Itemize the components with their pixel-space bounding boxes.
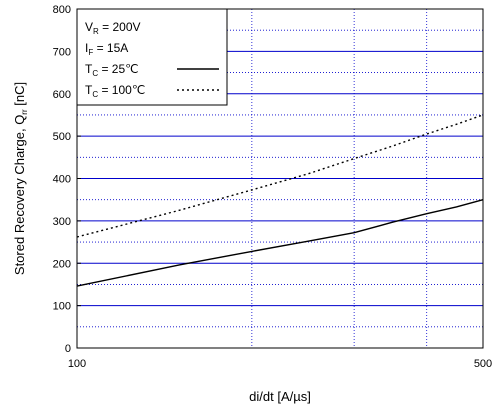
y-tick-label: 400 [53,174,71,186]
y-tick-label: 700 [53,46,71,58]
ticks-layer: 0 100 200 300 400 500 600 700 800 100 500 [53,4,493,370]
legend-entry: IF = 15A [85,41,128,57]
legend-entry-main: V [85,20,93,34]
y-tick-label: 0 [65,343,71,355]
legend-entry-main: T [85,62,93,76]
legend-entry-rest: = 100℃ [98,83,145,97]
y-axis-label-main: Stored Recovery Charge, Q [12,115,27,275]
legend-entry-sub: C [92,90,98,99]
y-tick-label: 300 [53,216,71,228]
legend-entry: TC = 25℃ [85,62,139,78]
x-axis-label: di/dt [A/µs] [249,389,311,404]
legend-entry-main: I [85,41,88,55]
x-tick-label: 500 [474,358,492,370]
legend-entry-main: T [85,83,93,97]
y-tick-label: 200 [53,258,71,270]
series-line [76,199,484,287]
series-layer [76,114,484,287]
x-tick-label: 100 [68,358,86,370]
legend-entry: TC = 100℃ [85,83,145,99]
y-tick-label: 600 [53,89,71,101]
legend-entry-rest: = 15A [93,41,128,55]
legend-entry-sub: C [92,69,98,78]
y-axis-label: Stored Recovery Charge, Qrr [nC] [12,82,29,275]
legend-entry-rest: = 200V [99,20,141,34]
y-tick-label: 100 [53,301,71,313]
y-tick-label: 800 [53,4,71,16]
legend-entry-sub: R [93,27,99,36]
legend-frame [76,8,228,106]
legend-entry: VR = 200V [85,20,141,36]
y-axis-label-unit: [nC] [12,82,27,109]
series-line [76,114,484,238]
y-tick-label: 500 [53,131,71,143]
legend-entry-sub: F [88,48,93,57]
legend-entry-rest: = 25℃ [98,62,139,76]
y-axis-label-sub: rr [20,109,29,115]
